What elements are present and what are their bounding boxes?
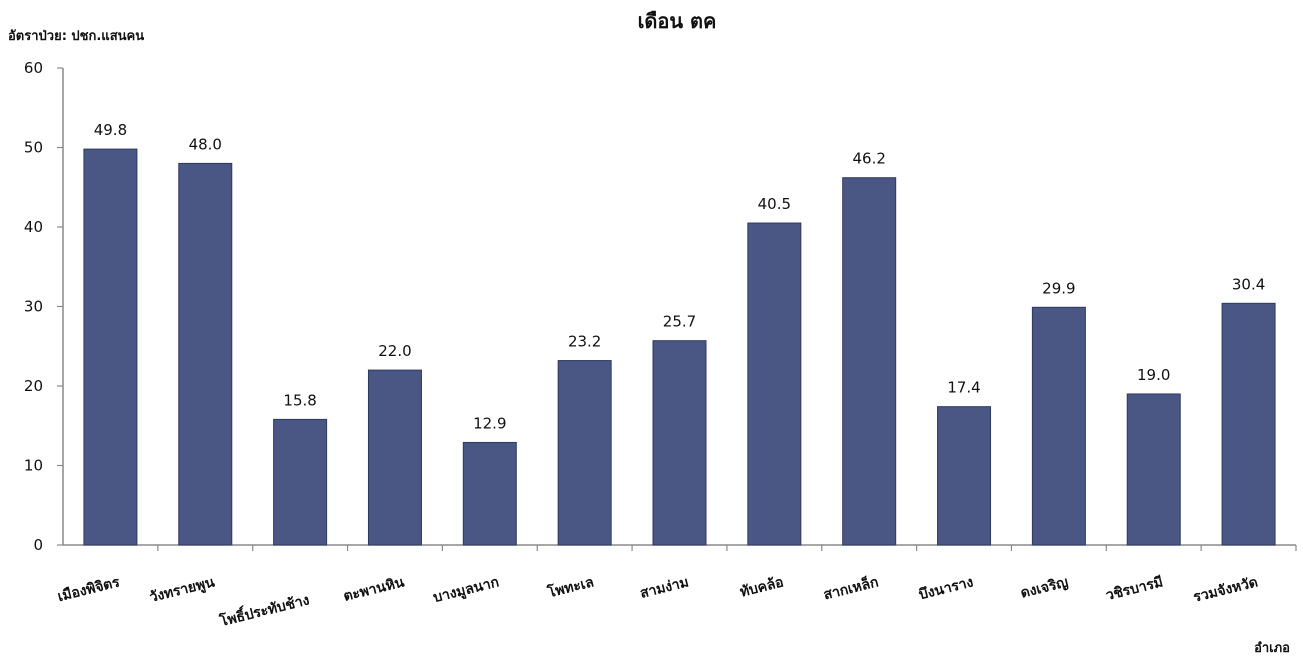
data-labels: 49.8 48.0 15.8 22.0 12.9 23.2 25.7 40.5 46.2 17.4… bbox=[94, 121, 1266, 432]
data-label-2: 15.8 bbox=[283, 391, 316, 409]
bar-0 bbox=[83, 148, 138, 546]
bar-3 bbox=[367, 369, 422, 546]
category-label-1: วังทรายพูน bbox=[148, 574, 217, 606]
bar-11 bbox=[1126, 393, 1181, 546]
y-tick-label-1: 10 bbox=[24, 457, 43, 475]
data-label-6: 25.7 bbox=[663, 313, 696, 331]
y-tick-label-5: 50 bbox=[24, 139, 43, 157]
x-axis-label: อำเภอ bbox=[1254, 640, 1290, 656]
bar-8 bbox=[842, 177, 897, 546]
category-label-3: ตะพานหิน bbox=[342, 574, 407, 605]
category-label-0: เมืองพิจิตร bbox=[56, 574, 122, 605]
data-label-5: 23.2 bbox=[568, 333, 601, 351]
category-label-4: บางมูลนาก bbox=[432, 574, 501, 606]
bars bbox=[83, 148, 1276, 546]
bar-9 bbox=[937, 406, 992, 546]
bar-6 bbox=[652, 340, 707, 546]
y-tick-label-3: 30 bbox=[24, 298, 43, 316]
bar-5 bbox=[557, 360, 612, 546]
y-tick-label-4: 40 bbox=[24, 218, 43, 236]
category-label-5: โพทะเล bbox=[545, 572, 596, 601]
data-label-11: 19.0 bbox=[1137, 366, 1170, 384]
category-label-9: บึงนาราง bbox=[917, 573, 975, 603]
category-label-6: สามง่าม bbox=[639, 574, 691, 602]
data-label-10: 29.9 bbox=[1042, 279, 1075, 297]
data-label-0: 49.8 bbox=[94, 121, 127, 139]
y-ticks: 0 10 20 30 40 50 60 bbox=[24, 59, 63, 554]
category-label-11: วชิรบารมี bbox=[1104, 574, 1165, 604]
y-tick-label-2: 20 bbox=[24, 377, 43, 395]
data-label-12: 30.4 bbox=[1232, 275, 1265, 293]
y-tick-label-6: 60 bbox=[24, 59, 43, 77]
category-label-10: ดงเจริญ bbox=[1019, 574, 1070, 601]
y-axis-label: อัตราป่วย: ปชก.แสนคน bbox=[8, 29, 144, 44]
chart-title: เดือน ตค bbox=[638, 9, 717, 33]
category-label-12: รวมจังหวัด bbox=[1192, 574, 1260, 605]
data-label-9: 17.4 bbox=[947, 379, 980, 397]
category-label-8: สากเหล็ก bbox=[822, 572, 881, 603]
bar-4 bbox=[462, 441, 517, 546]
data-label-1: 48.0 bbox=[189, 135, 222, 153]
data-label-3: 22.0 bbox=[378, 342, 411, 360]
category-label-2: โพธิ์ประทับช้าง bbox=[216, 588, 311, 630]
y-tick-label-0: 0 bbox=[33, 536, 43, 554]
category-label-7: ทับคล้อ bbox=[738, 574, 785, 600]
data-label-7: 40.5 bbox=[758, 195, 791, 213]
bar-12 bbox=[1221, 302, 1276, 546]
bar-1 bbox=[178, 162, 233, 546]
data-label-8: 46.2 bbox=[852, 150, 885, 168]
bar-7 bbox=[747, 222, 802, 546]
bar-2 bbox=[273, 418, 328, 546]
bar-10 bbox=[1031, 306, 1086, 546]
data-label-4: 12.9 bbox=[473, 414, 506, 432]
